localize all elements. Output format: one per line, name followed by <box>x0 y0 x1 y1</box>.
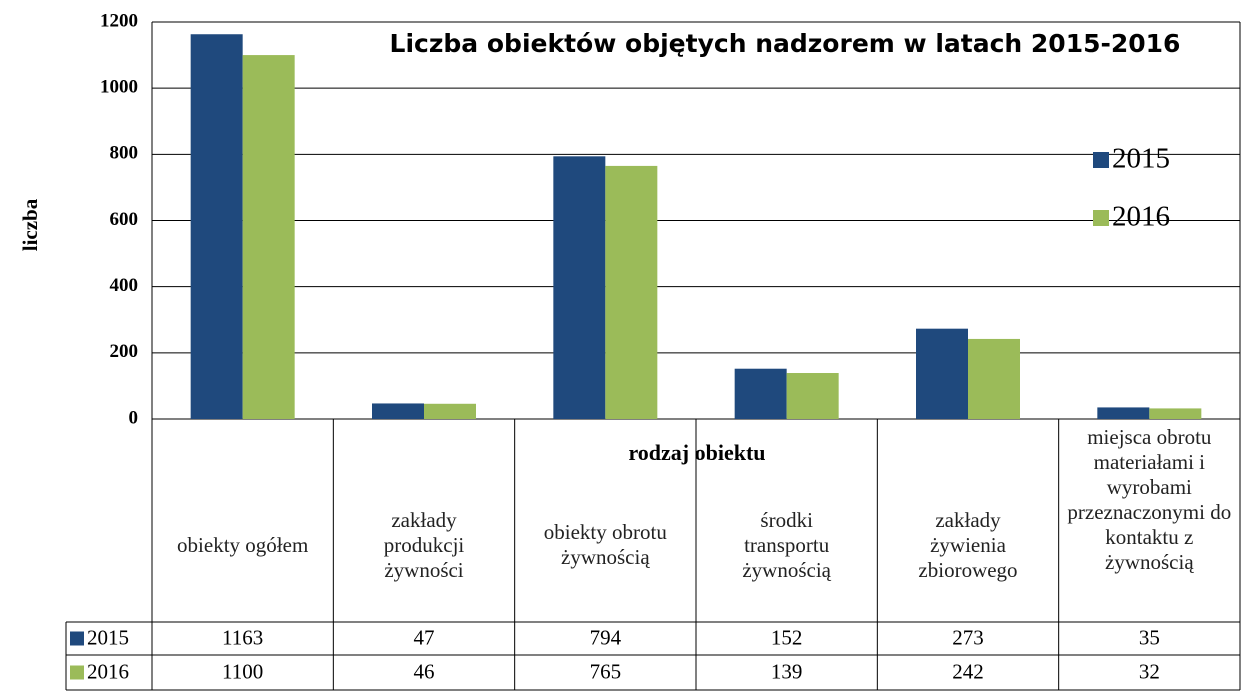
legend-label: 2016 <box>1112 201 1170 233</box>
table-value: 1100 <box>222 659 263 683</box>
bar <box>1097 407 1150 419</box>
table-value: 32 <box>1139 659 1160 683</box>
legend-key <box>1093 210 1109 226</box>
table-value: 152 <box>771 625 803 649</box>
legend-label: 2016 <box>87 659 129 683</box>
y-tick-label: 0 <box>129 407 139 428</box>
table-value: 47 <box>414 625 435 649</box>
x-tick-label: zakłady produkcji żywności <box>383 507 465 582</box>
bar <box>786 373 839 419</box>
x-axis-label: rodzaj obiektu <box>628 440 765 465</box>
bar <box>424 403 476 419</box>
x-tick-label: środki transportu żywnością <box>742 507 831 582</box>
x-tick-label: obiekty obrotu żywnością <box>543 520 667 569</box>
table-value: 35 <box>1139 625 1160 649</box>
bar <box>242 55 295 419</box>
x-tick-label: miejsca obrotu materiałami i wyrobami pr… <box>1067 425 1232 574</box>
bar <box>1149 408 1202 419</box>
y-axis-label: liczba <box>18 198 42 251</box>
bar <box>372 403 424 419</box>
table-value: 1163 <box>222 625 263 649</box>
legend-key <box>1093 152 1109 168</box>
table-value: 242 <box>952 659 984 683</box>
y-tick-label: 800 <box>110 143 139 164</box>
legend-key <box>70 665 84 680</box>
y-tick-label: 1000 <box>100 77 138 98</box>
bar <box>190 34 243 419</box>
chart-title: Liczba obiektów objętych nadzorem w lata… <box>390 29 1181 58</box>
x-tick-label: obiekty ogółem <box>177 532 309 557</box>
table-value: 139 <box>771 659 803 683</box>
bar <box>734 368 787 419</box>
y-tick-label: 600 <box>110 209 139 230</box>
y-tick-label: 1200 <box>100 10 138 31</box>
table-value: 273 <box>952 625 984 649</box>
y-tick-label: 400 <box>110 275 139 296</box>
bar <box>916 328 968 419</box>
table-value: 765 <box>590 659 622 683</box>
legend-key <box>70 631 84 646</box>
table-value: 46 <box>414 659 435 683</box>
legend-label: 2015 <box>87 625 129 649</box>
x-tick-label: zakłady żywienia zbiorowego <box>918 507 1018 582</box>
legend-label: 2015 <box>1112 143 1170 175</box>
bar <box>553 156 606 419</box>
bar <box>968 338 1020 419</box>
y-tick-label: 200 <box>110 341 139 362</box>
table-value: 794 <box>590 625 622 649</box>
bar <box>605 165 658 419</box>
